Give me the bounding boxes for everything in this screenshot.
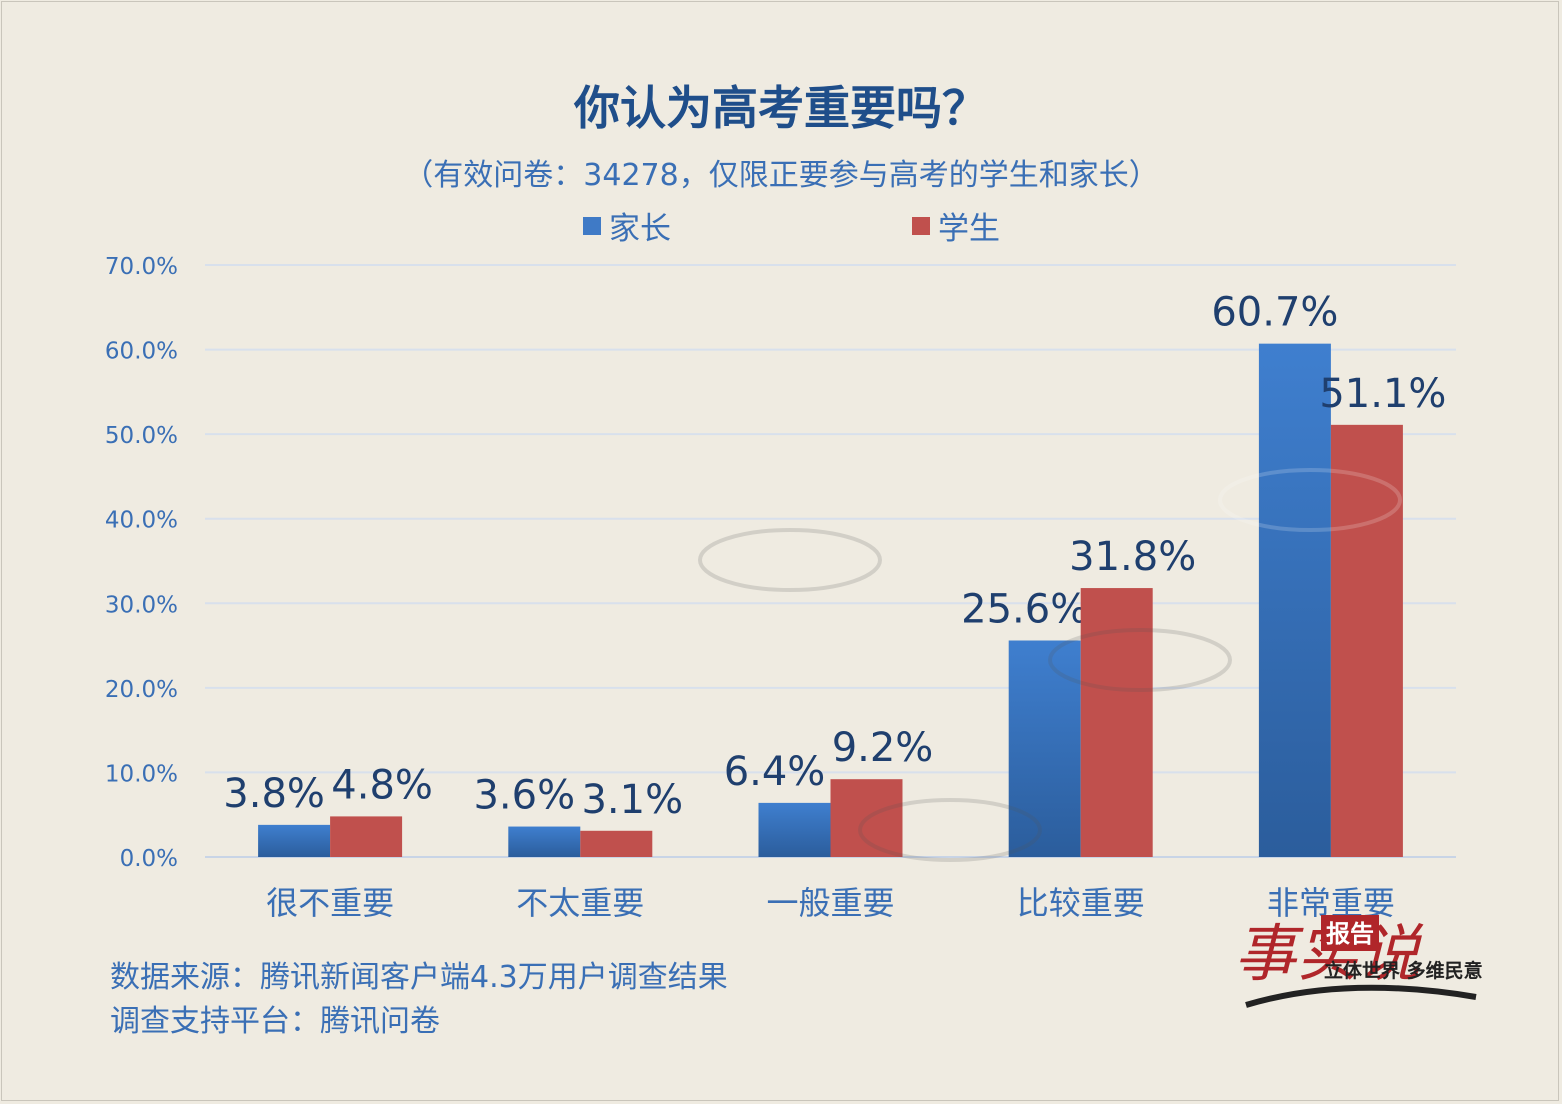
bar-parents [1258, 343, 1331, 857]
data-label-parents: 60.7% [1211, 290, 1338, 336]
bar-parents [508, 826, 581, 857]
legend-item-parents: 家长 [583, 203, 671, 248]
y-tick-label: 60.0% [105, 339, 178, 365]
logo-slogan: 立体世界 多维民意 [1324, 959, 1483, 982]
data-label-students: 31.8% [1069, 534, 1196, 580]
x-tick-label: 不太重要 [516, 884, 644, 922]
y-tick-label: 10.0% [105, 761, 178, 787]
report-logo: 事实说 报告 立体世界 多维民意 [1226, 885, 1496, 1025]
y-tick-label: 70.0% [105, 254, 178, 280]
watermark-logo [1048, 628, 1232, 692]
y-tick-label: 30.0% [105, 592, 178, 618]
y-axis-ticks: 0.0% 10.0% 20.0% 30.0% 40.0% 50.0% 60.0% 70.0% [105, 254, 178, 872]
x-tick-label: 很不重要 [266, 884, 394, 922]
data-label-parents: 6.4% [724, 749, 826, 795]
survey-platform-note: 调查支持平台：腾讯问卷 [110, 1004, 440, 1039]
watermark-logo [858, 798, 1042, 862]
bar-parents [1008, 640, 1081, 857]
bar-students [330, 816, 403, 857]
data-label-students: 9.2% [832, 725, 934, 771]
chart-subtitle: （有效问卷：34278，仅限正要参与高考的学生和家长） [403, 158, 1159, 193]
bars: 3.8% 4.8% 3.6% 3.1% 6.4%9.2% 25.6% 31.8% 60.7% 5… [223, 290, 1446, 857]
data-label-parents: 25.6% [961, 586, 1088, 632]
legend-item-students: 学生 [912, 203, 1000, 248]
data-label-parents: 3.6% [473, 773, 575, 819]
legend-label-students: 学生 [938, 211, 1000, 247]
y-tick-label: 0.0% [120, 846, 178, 872]
data-source-note: 数据来源：腾讯新闻客户端4.3万用户调查结果 [110, 960, 728, 995]
legend-swatch-parents [583, 216, 601, 235]
bar-parents [258, 824, 331, 857]
chart-title: 你认为高考重要吗？ [574, 81, 988, 135]
data-label-students: 3.1% [581, 777, 683, 823]
bar-students [1080, 588, 1153, 857]
x-tick-label: 一般重要 [766, 884, 894, 922]
bar-students [1330, 424, 1403, 857]
logo-badge [1321, 915, 1379, 951]
watermark-logo [698, 528, 882, 592]
y-tick-label: 20.0% [105, 677, 178, 703]
chart-legend: 家长 学生 [0, 203, 1562, 247]
y-tick-label: 40.0% [105, 508, 178, 534]
bar-parents [758, 802, 831, 857]
watermark-logo [1218, 468, 1402, 532]
data-label-students: 51.1% [1319, 371, 1446, 417]
legend-swatch-students [912, 216, 930, 235]
gridlines [205, 264, 1456, 858]
data-label-parents: 3.8% [223, 771, 325, 817]
y-tick-label: 50.0% [105, 423, 178, 449]
bar-students [580, 830, 653, 857]
bar-students [830, 779, 903, 857]
legend-label-parents: 家长 [609, 211, 671, 247]
data-label-students: 4.8% [331, 762, 433, 808]
x-tick-label: 比较重要 [1017, 884, 1145, 922]
logo-badge-text: 报告 [1326, 920, 1374, 948]
